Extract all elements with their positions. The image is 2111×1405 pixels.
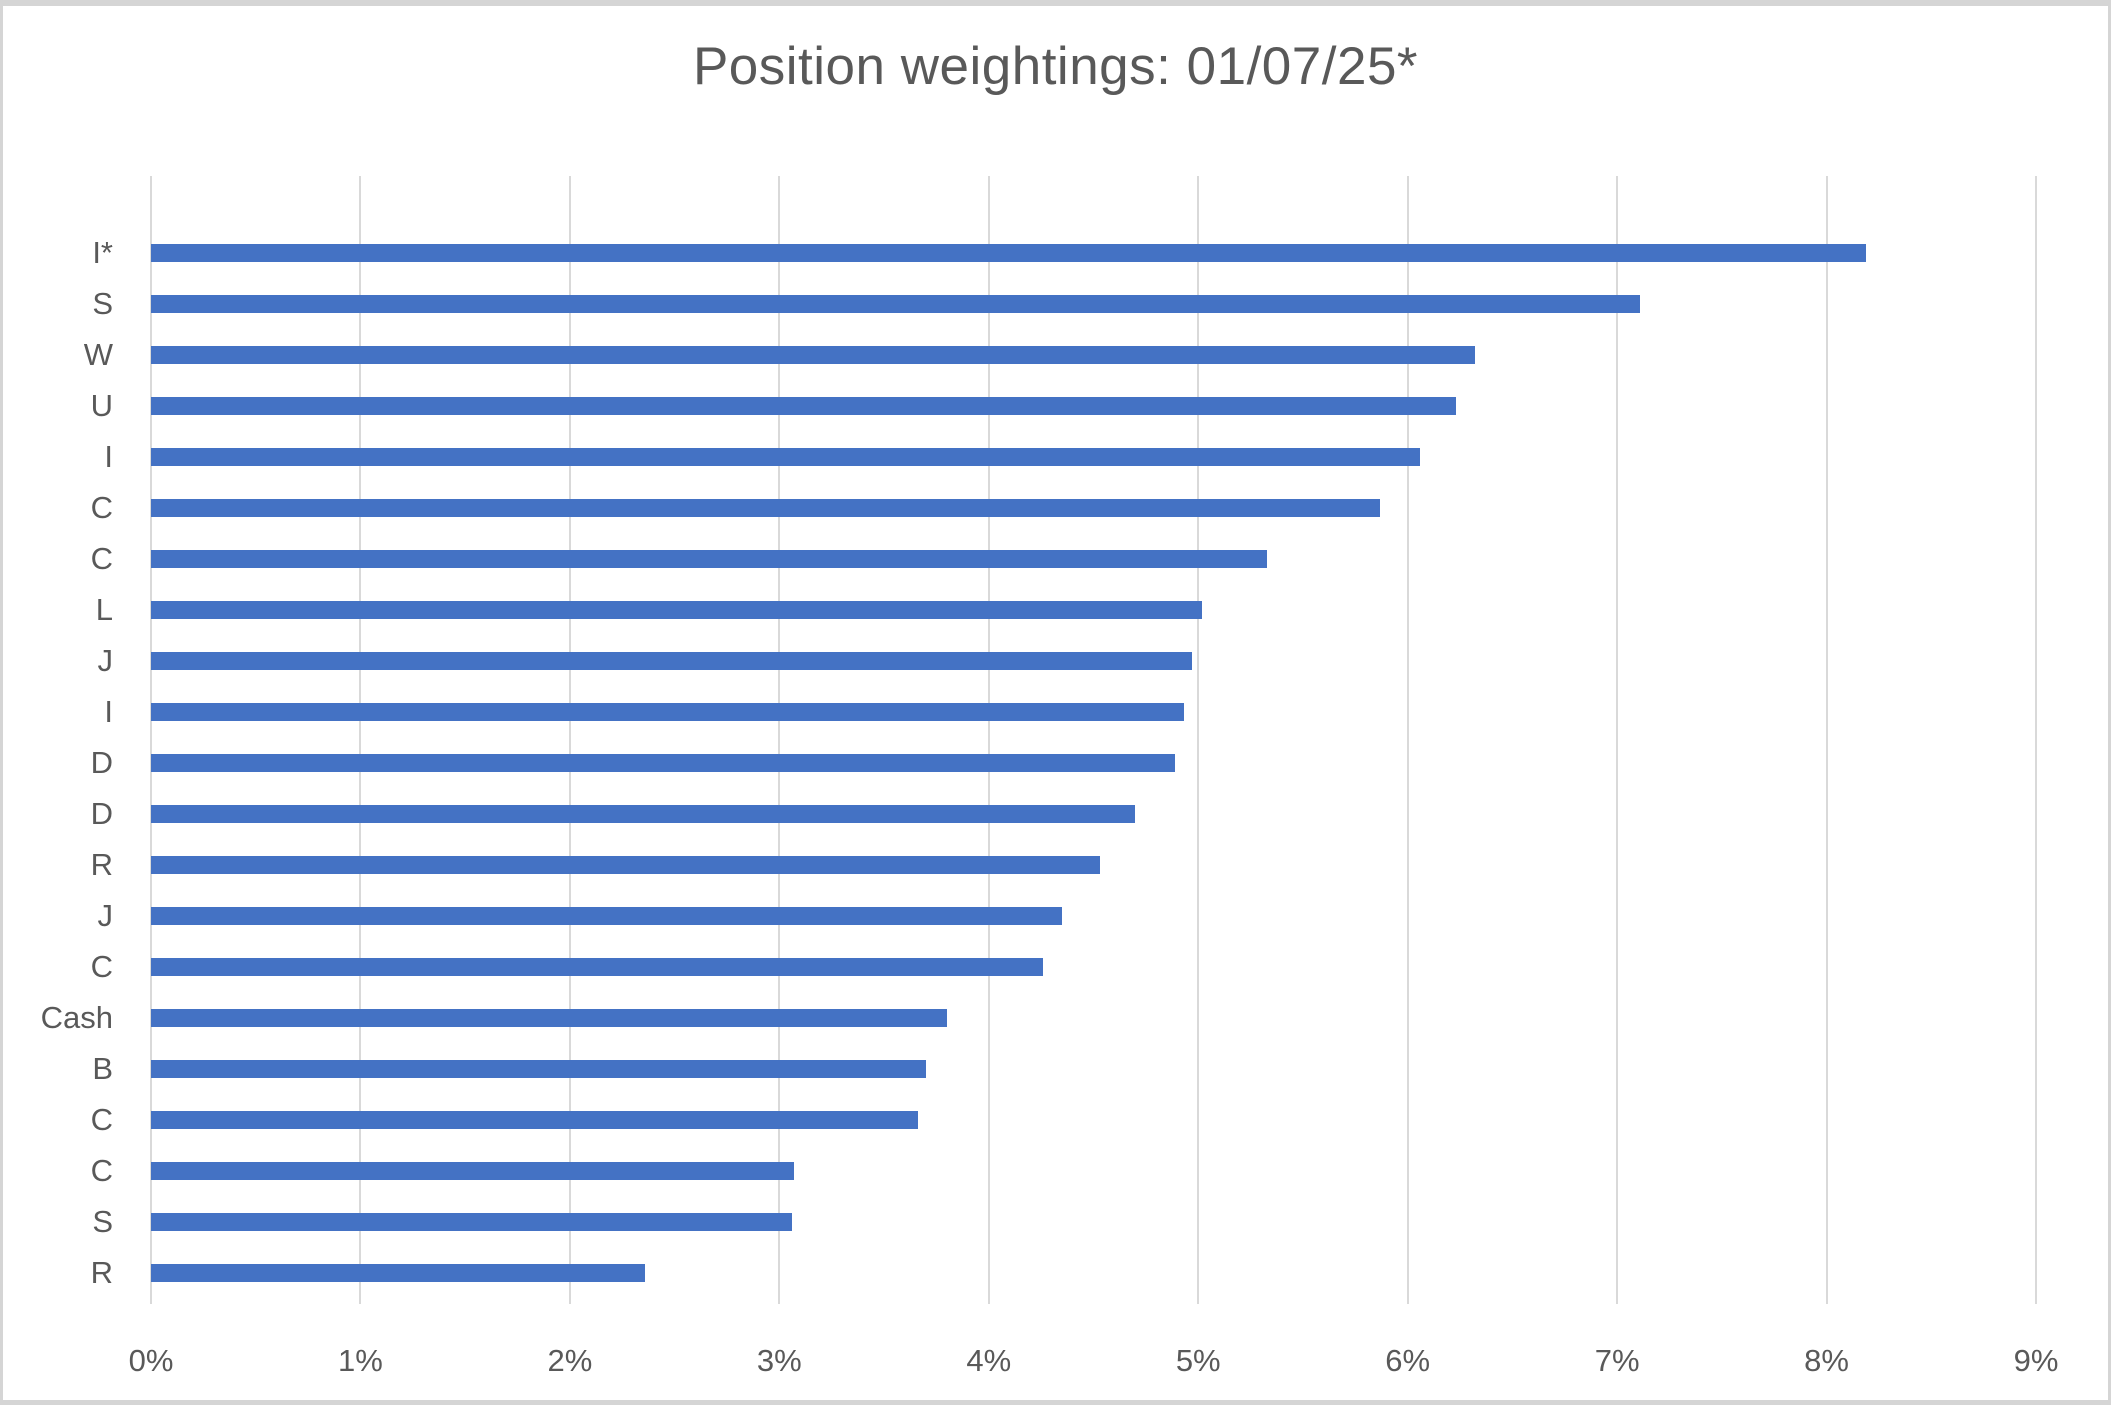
- gridline: [1406, 176, 1409, 1304]
- bar-row: J: [98, 891, 2036, 942]
- category-label: L: [95, 591, 113, 627]
- bar: [151, 294, 1641, 313]
- category-label: S: [92, 1204, 113, 1240]
- x-tick-label: 3%: [756, 1343, 802, 1378]
- category-label: W: [83, 336, 113, 372]
- bar: [151, 549, 1268, 568]
- bar: [151, 1213, 792, 1232]
- bar: [151, 651, 1192, 670]
- x-tick-label: 2%: [547, 1343, 593, 1378]
- bar: [151, 498, 1381, 517]
- x-tick-label: 4%: [966, 1343, 1012, 1378]
- gridline: [1197, 176, 1200, 1304]
- bar: [151, 907, 1063, 926]
- bar: [151, 1162, 794, 1181]
- category-label: U: [90, 387, 113, 423]
- category-label: C: [90, 540, 113, 576]
- category-label: S: [92, 285, 113, 321]
- bar-row: S: [92, 1197, 2036, 1248]
- gridline: [568, 176, 571, 1304]
- x-tick-label: 6%: [1385, 1343, 1431, 1378]
- bar-row: L: [96, 584, 2036, 635]
- chart-title: Position weightings: 01/07/25*: [692, 37, 1419, 96]
- category-label: J: [97, 898, 114, 934]
- category-label: C: [90, 949, 113, 985]
- bar-row: C: [91, 1095, 2036, 1146]
- bar: [151, 702, 1184, 721]
- bars-layer: I* S W U I C C L J I D D R J C Cash B C C S R: [41, 176, 2036, 1299]
- category-label: D: [90, 796, 113, 832]
- bar-row: B: [92, 1044, 2036, 1095]
- bar-row: J: [98, 635, 2036, 686]
- bar: [151, 856, 1100, 875]
- bar-row: I*: [92, 227, 2036, 278]
- bar-row: U: [91, 380, 2036, 431]
- category-label: I: [104, 438, 113, 474]
- gridline: [1616, 176, 1619, 1304]
- bar-row: C: [91, 482, 2036, 533]
- bar: [151, 805, 1136, 824]
- bar-row: W: [84, 329, 2036, 380]
- category-label: Cash: [40, 1000, 113, 1036]
- bar: [151, 345, 1475, 364]
- gridline: [359, 176, 362, 1304]
- bar: [151, 753, 1176, 772]
- bar: [151, 243, 1867, 262]
- bar-row: D: [91, 737, 2036, 788]
- bar-row: R: [91, 1248, 2036, 1299]
- bar-row: S: [92, 278, 2036, 329]
- y-axis-line: [150, 176, 152, 1304]
- bar-row: C: [91, 533, 2036, 584]
- bar: [151, 396, 1456, 415]
- bar: [151, 447, 1421, 466]
- x-tick-label: 1%: [338, 1343, 383, 1378]
- bar: [151, 1111, 918, 1130]
- bar: [151, 1264, 646, 1283]
- bar-row: I: [104, 686, 2036, 737]
- bar-row: R: [91, 840, 2036, 891]
- x-tick-label: 8%: [1804, 1343, 1849, 1378]
- gridline: [987, 176, 990, 1304]
- gridline: [778, 176, 781, 1304]
- category-label: J: [97, 642, 114, 678]
- bar: [151, 958, 1044, 977]
- bar-row: D: [91, 789, 2036, 840]
- category-label: R: [90, 1255, 113, 1291]
- gridline: [2035, 176, 2037, 1304]
- bar: [151, 1060, 926, 1079]
- bar: [151, 600, 1203, 619]
- bar-row: C: [91, 942, 2036, 993]
- category-label: D: [90, 744, 113, 780]
- category-label: I*: [92, 234, 113, 270]
- category-label: I: [104, 693, 113, 729]
- category-label: C: [90, 1102, 113, 1138]
- plot-area: I* S W U I C C L J I D D R J C Cash B C C S R 0% 1% 2% 3% 4% 5% 6%…: [41, 176, 2058, 1378]
- gridline: [1825, 176, 1828, 1304]
- x-tick-label: 9%: [2013, 1343, 2059, 1378]
- bar: [151, 1009, 947, 1028]
- category-label: C: [90, 1153, 113, 1189]
- x-tick-label: 7%: [1594, 1343, 1640, 1378]
- bar-row: I: [104, 431, 2036, 482]
- category-label: R: [90, 847, 113, 883]
- bar-row: Cash: [41, 993, 2036, 1044]
- x-tick-label: 5%: [1175, 1343, 1221, 1378]
- category-label: C: [90, 489, 113, 525]
- bar-row: C: [91, 1146, 2036, 1197]
- category-label: B: [92, 1051, 113, 1087]
- x-tick-label: 0%: [128, 1343, 174, 1378]
